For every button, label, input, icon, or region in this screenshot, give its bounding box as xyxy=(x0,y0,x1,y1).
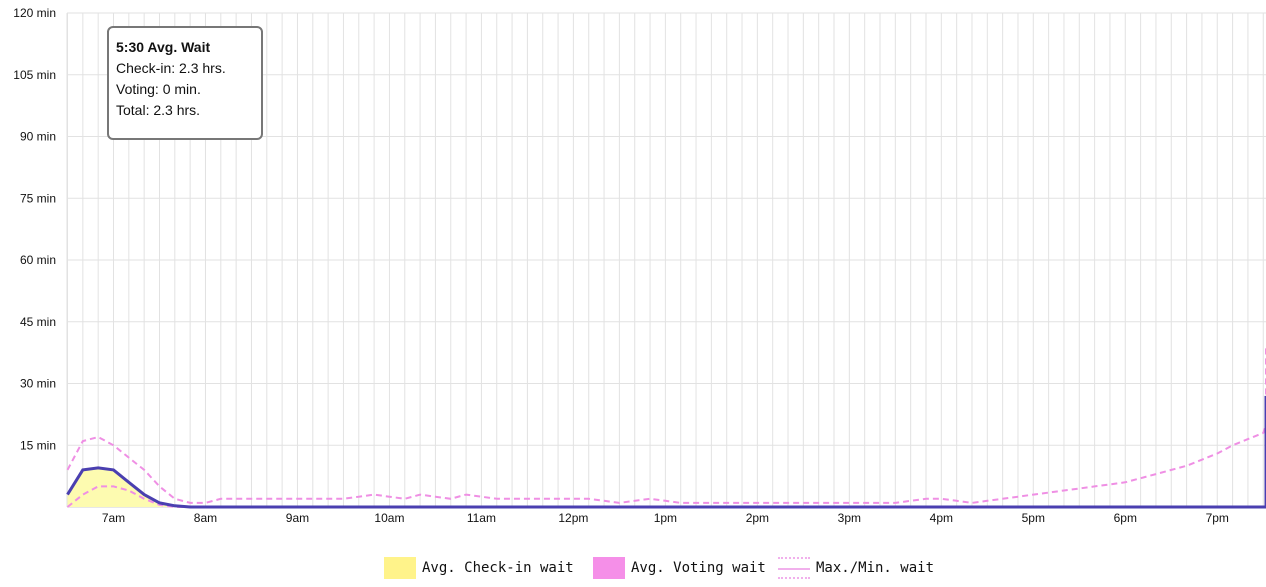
y-tick-label: 105 min xyxy=(13,68,56,82)
y-tick-label: 90 min xyxy=(20,130,56,144)
legend-swatch-minmax xyxy=(778,557,810,579)
chart-legend: Avg. Check-in wait Avg. Voting wait Max.… xyxy=(0,557,1266,581)
y-tick-label: 75 min xyxy=(20,191,56,205)
legend-swatch-voting xyxy=(593,557,625,579)
x-tick-label: 8am xyxy=(194,511,217,525)
tooltip-title: 5:30 Avg. Wait xyxy=(116,39,211,55)
avg-wait-line xyxy=(66,395,1266,509)
legend-label-minmax: Max./Min. wait xyxy=(816,560,935,576)
x-tick-label: 12pm xyxy=(558,511,588,525)
min-wait-line xyxy=(66,426,1266,508)
x-tick-label: 2pm xyxy=(746,511,769,525)
y-tick-label: 120 min xyxy=(13,6,56,20)
x-tick-label: 6pm xyxy=(1114,511,1137,525)
legend-item-checkin[interactable]: Avg. Check-in wait xyxy=(384,557,574,579)
legend-item-minmax[interactable]: Max./Min. wait xyxy=(778,557,934,579)
x-tick-label: 10am xyxy=(374,511,404,525)
chart-areas xyxy=(67,395,1266,507)
tooltip-voting: Voting: 0 min. xyxy=(116,81,201,97)
max-wait-line xyxy=(66,346,1266,504)
y-tick-label: 60 min xyxy=(20,253,56,267)
x-tick-label: 9am xyxy=(286,511,309,525)
chart-lines xyxy=(66,346,1266,509)
x-tick-label: 3pm xyxy=(838,511,861,525)
y-tick-label: 45 min xyxy=(20,315,56,329)
wait-tooltip: 5:30 Avg. Wait Check-in: 2.3 hrs. Voting… xyxy=(107,26,263,140)
y-tick-label: 15 min xyxy=(20,438,56,452)
x-tick-label: 4pm xyxy=(930,511,953,525)
checkin-area xyxy=(67,395,1266,507)
x-tick-label: 7pm xyxy=(1206,511,1229,525)
tooltip-checkin: Check-in: 2.3 hrs. xyxy=(116,60,226,76)
x-tick-label: 7am xyxy=(102,511,125,525)
x-tick-label: 1pm xyxy=(654,511,677,525)
legend-label-checkin: Avg. Check-in wait xyxy=(422,560,574,576)
legend-swatch-checkin xyxy=(384,557,416,579)
tooltip-total: Total: 2.3 hrs. xyxy=(116,102,201,118)
x-tick-label: 11am xyxy=(467,511,496,525)
x-tick-label: 5pm xyxy=(1022,511,1045,525)
y-tick-label: 30 min xyxy=(20,377,56,391)
legend-item-voting[interactable]: Avg. Voting wait xyxy=(593,557,766,579)
legend-label-voting: Avg. Voting wait xyxy=(631,560,766,576)
x-axis-ticks: 7am 8am 9am 10am 11am 12pm 1pm 2pm 3pm 4pm 5pm 6pm 7… xyxy=(102,511,1229,525)
y-axis-ticks: 15 min 30 min 45 min 60 min 75 min 90 min 105 … xyxy=(13,6,56,452)
